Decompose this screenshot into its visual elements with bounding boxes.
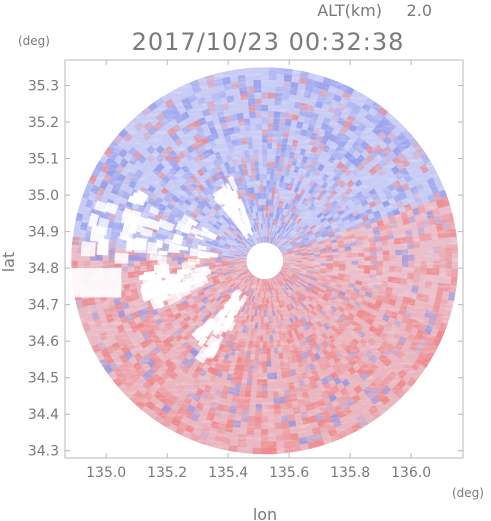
y-tick-label: 34.8	[28, 261, 59, 277]
x-axis-label: lon	[253, 505, 277, 521]
altitude-value: 2.0	[407, 1, 432, 20]
y-tick-label: 34.5	[28, 371, 59, 387]
y-tick-label: 34.7	[28, 298, 59, 314]
y-tick-label: 34.9	[28, 225, 59, 241]
radar-field	[71, 67, 459, 455]
x-tick-label: 135.0	[86, 465, 126, 481]
x-tick-label: 135.2	[147, 465, 187, 481]
radar-center-void	[246, 242, 284, 280]
y-tick-label: 35.2	[28, 115, 59, 131]
y-unit-label: (deg)	[18, 34, 50, 48]
plot-frame	[64, 59, 464, 459]
x-tick-label: 136.0	[391, 465, 431, 481]
y-tick-label: 34.6	[28, 334, 59, 350]
x-unit-label: (deg)	[452, 486, 484, 500]
x-tick-label: 135.8	[330, 465, 370, 481]
y-tick-label: 34.3	[28, 444, 59, 460]
x-tick-label: 135.6	[269, 465, 309, 481]
y-tick-label: 35.3	[28, 79, 59, 95]
x-axis: 135.0 135.2 135.4 135.6 135.8 136.0	[86, 60, 431, 481]
y-axis: 34.3 34.4 34.5 34.6 34.7 34.8 34.9 35.0 35.1 35.2…	[28, 79, 463, 460]
timestamp-title: 2017/10/23 00:32:38	[132, 28, 405, 56]
y-tick-label: 34.4	[28, 407, 59, 423]
altitude-label: ALT(km)	[317, 1, 382, 20]
y-tick-label: 35.1	[28, 152, 59, 168]
y-tick-label: 35.0	[28, 188, 59, 204]
radar-coverage-disc	[71, 67, 459, 455]
y-axis-label: lat	[0, 252, 18, 273]
x-tick-label: 135.4	[208, 465, 248, 481]
